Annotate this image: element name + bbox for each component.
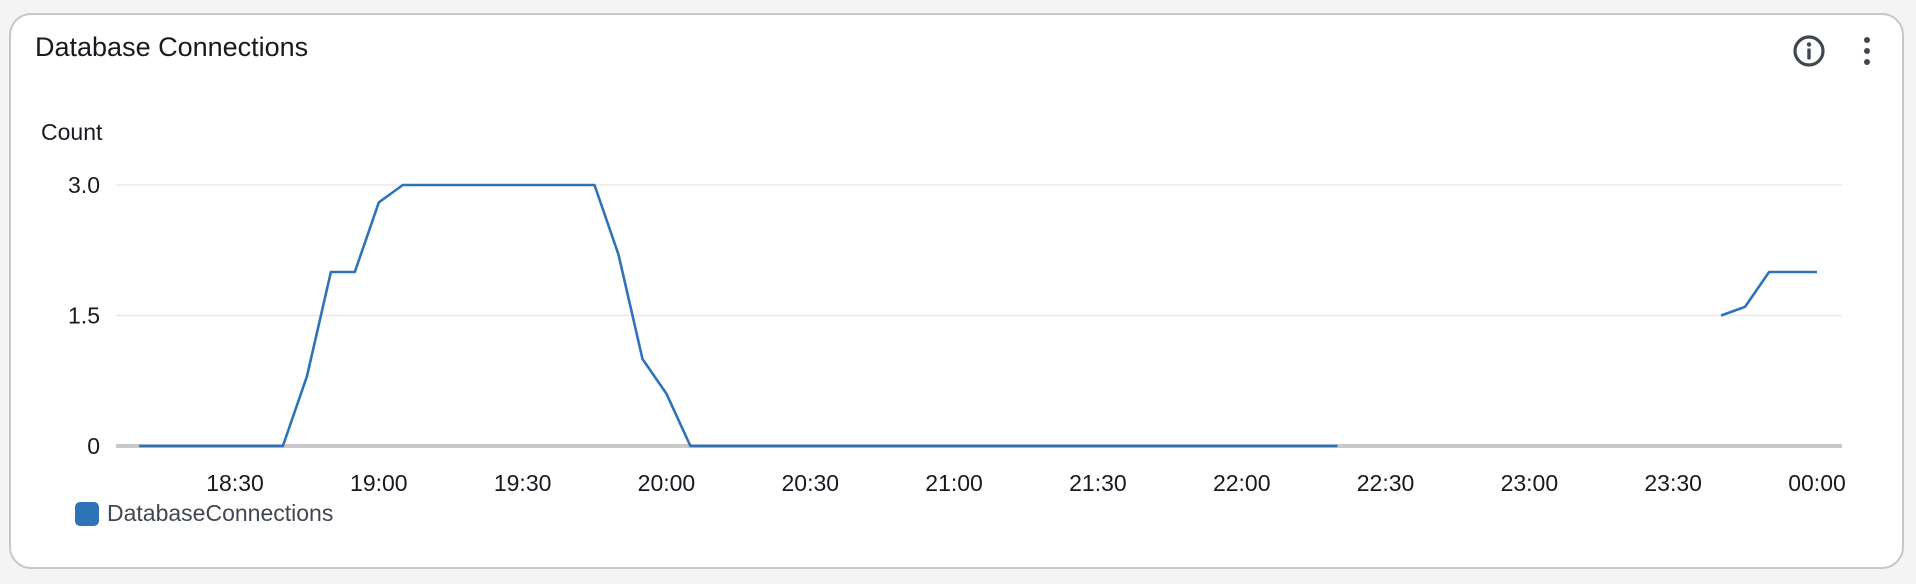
x-tick-label: 20:00 [638, 470, 696, 496]
y-tick-label: 0 [87, 433, 100, 459]
legend-swatch [75, 501, 99, 526]
x-tick-label: 22:00 [1213, 470, 1271, 496]
widget-title: Database Connections [35, 32, 309, 62]
legend-label: DatabaseConnections [107, 500, 334, 526]
series-line-databaseconnections [139, 183, 1338, 448]
x-tick-label: 00:00 [1788, 470, 1846, 496]
info-circle-icon[interactable] [1791, 33, 1827, 69]
x-tick-label: 23:00 [1501, 470, 1559, 496]
x-tick-label: 19:30 [494, 470, 552, 496]
x-tick-label: 20:30 [781, 470, 839, 496]
database-connections-widget: Database Connections [9, 13, 1904, 569]
series-line-databaseconnections [1720, 270, 1817, 317]
legend-item-databaseconnections[interactable]: DatabaseConnections [75, 500, 333, 527]
y-axis-label: Count [41, 119, 103, 145]
x-tick-label: 21:00 [925, 470, 983, 496]
x-tick-label: 18:30 [206, 470, 264, 496]
x-tick-label: 23:30 [1644, 470, 1702, 496]
x-tick-label: 21:30 [1069, 470, 1127, 496]
vertical-ellipsis-icon[interactable] [1855, 33, 1879, 69]
x-tick-label: 19:00 [350, 470, 408, 496]
y-tick-label: 1.5 [68, 303, 100, 329]
x-tick-label: 22:30 [1357, 470, 1415, 496]
y-tick-label: 3.0 [68, 172, 100, 198]
